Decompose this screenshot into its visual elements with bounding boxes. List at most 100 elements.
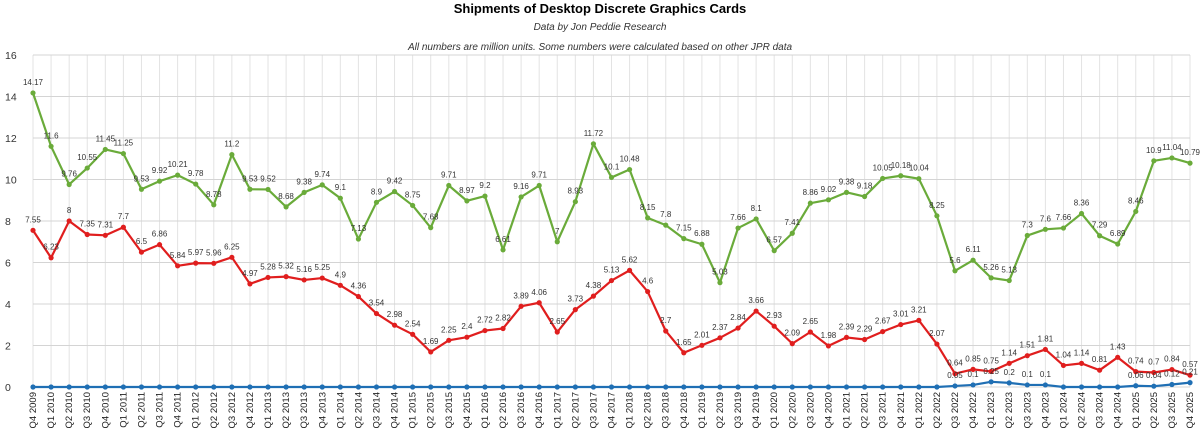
data-point <box>880 328 886 335</box>
x-tick-label: Q3 2019 <box>733 392 744 428</box>
data-point <box>916 176 922 182</box>
data-point <box>138 384 145 390</box>
data-label: 7.68 <box>423 213 439 222</box>
data-label: 6.5 <box>136 237 148 246</box>
data-label: 9.52 <box>260 174 276 183</box>
x-tick-label: Q2 2020 <box>787 392 798 428</box>
data-point <box>681 236 687 242</box>
data-point <box>554 384 560 390</box>
data-label: 0.2 <box>1004 368 1016 377</box>
data-point <box>337 384 343 390</box>
data-point <box>572 384 578 390</box>
data-point <box>211 202 217 208</box>
data-label: 1.69 <box>423 337 439 346</box>
data-label: 3.01 <box>893 310 909 319</box>
data-label: 9.78 <box>188 169 204 178</box>
data-point <box>1097 367 1103 373</box>
x-tick-label: Q3 2025 <box>1167 392 1178 428</box>
data-label: 8.9 <box>371 187 383 196</box>
data-label: 0.57 <box>1182 360 1198 369</box>
data-label: 9.16 <box>513 182 529 191</box>
data-point <box>265 384 271 390</box>
x-tick-label: Q1 2018 <box>625 392 636 428</box>
chart-subtitle: Data by Jon Peddie Research <box>533 22 667 33</box>
data-label: 7.55 <box>25 215 41 224</box>
data-point <box>319 182 325 188</box>
data-point <box>482 327 488 334</box>
data-point <box>283 384 289 390</box>
data-point <box>102 384 108 390</box>
data-point <box>1169 366 1175 373</box>
x-tick-label: Q2 2024 <box>1077 392 1088 428</box>
y-axis: 0 2 4 6 8 10 12 14 16 <box>5 50 17 394</box>
data-point <box>1187 372 1193 378</box>
data-point <box>518 384 524 390</box>
data-point <box>518 303 524 309</box>
data-label: 0.81 <box>1092 355 1108 364</box>
data-point <box>391 188 398 195</box>
data-point <box>771 323 777 329</box>
data-point <box>861 384 868 390</box>
data-label: 5.84 <box>170 251 186 260</box>
data-label: 2.54 <box>405 319 421 328</box>
x-tick-label: Q4 2021 <box>896 392 907 428</box>
data-point <box>229 384 235 390</box>
data-label: 7.7 <box>118 212 130 221</box>
data-label: 2.98 <box>387 310 403 319</box>
data-point <box>699 384 705 390</box>
data-label: 0.84 <box>1164 355 1180 364</box>
data-point <box>410 384 416 390</box>
series-layer <box>30 90 1193 390</box>
data-label: 7.6 <box>1040 214 1052 223</box>
data-point <box>373 384 380 390</box>
chart-note: All numbers are million units. Some numb… <box>407 42 793 53</box>
data-label: 2.39 <box>839 322 855 331</box>
data-point <box>355 384 362 390</box>
data-label: 7.13 <box>351 224 367 233</box>
data-label: 9.53 <box>242 174 258 183</box>
data-point <box>970 366 976 372</box>
data-label: 11.6 <box>44 131 60 140</box>
x-tick-label: Q1 2024 <box>1058 392 1069 428</box>
x-tick-label: Q2 2010 <box>64 392 75 428</box>
data-point <box>916 317 922 323</box>
data-point <box>861 336 868 343</box>
data-label: 6.86 <box>152 230 168 239</box>
data-point <box>428 225 434 231</box>
data-point <box>789 341 795 347</box>
data-point <box>970 382 976 388</box>
data-point <box>554 329 560 335</box>
data-label: 5.13 <box>604 266 620 275</box>
data-label: 0.06 <box>1128 371 1144 380</box>
data-point <box>1151 383 1157 389</box>
data-point <box>952 268 958 274</box>
data-point <box>1042 382 1048 388</box>
data-point <box>626 267 633 273</box>
data-point <box>482 384 488 390</box>
data-point <box>1097 384 1103 390</box>
data-point <box>1006 380 1012 386</box>
data-point <box>193 384 199 390</box>
data-point <box>156 178 163 184</box>
data-label: 0.05 <box>947 371 963 380</box>
data-label: 0.64 <box>947 359 963 368</box>
data-label: 9.92 <box>152 166 168 175</box>
data-point <box>934 213 940 219</box>
data-label: 3.54 <box>369 299 385 308</box>
data-point <box>446 337 452 343</box>
data-point <box>1133 369 1139 375</box>
data-point <box>880 384 886 390</box>
data-point <box>536 384 542 390</box>
data-label: 0.04 <box>1146 371 1162 380</box>
data-label: 7.29 <box>1092 221 1108 230</box>
x-tick-label: Q3 2011 <box>155 392 166 428</box>
data-label: 1.65 <box>676 338 692 347</box>
data-point <box>717 384 723 390</box>
data-label: 5.97 <box>188 248 204 257</box>
data-point <box>464 198 470 204</box>
data-label: 0.1 <box>1040 370 1052 379</box>
data-point <box>1169 155 1175 161</box>
data-point <box>428 349 434 355</box>
data-point <box>247 186 253 192</box>
x-tick-label: Q3 2024 <box>1095 392 1106 428</box>
